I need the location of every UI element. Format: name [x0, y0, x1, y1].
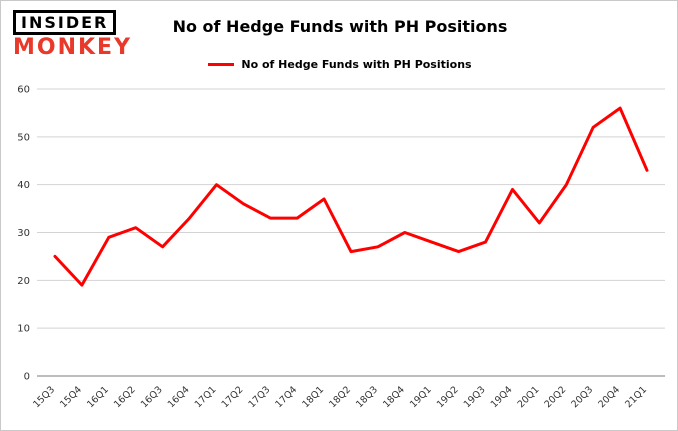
y-tick-label: 40 [17, 180, 30, 191]
x-tick-label: 16Q1 [85, 384, 111, 410]
legend-line-swatch [208, 63, 235, 66]
insider-monkey-logo: INSIDER MONKEY [13, 10, 132, 59]
y-tick-label: 50 [17, 132, 30, 143]
y-tick-label: 0 [24, 372, 30, 383]
x-tick-label: 19Q4 [489, 384, 515, 410]
x-tick-label: 19Q2 [435, 384, 461, 410]
x-tick-label: 19Q3 [462, 384, 488, 410]
x-tick-label: 18Q2 [327, 384, 353, 410]
x-tick-label: 20Q3 [569, 384, 595, 410]
x-tick-label: 20Q4 [596, 384, 622, 410]
x-tick-label: 20Q2 [542, 384, 568, 410]
x-tick-label: 19Q1 [408, 384, 434, 410]
x-tick-label: 18Q4 [381, 384, 407, 410]
x-tick-label: 17Q2 [220, 384, 246, 410]
x-tick-label: 17Q1 [193, 384, 219, 410]
x-tick-label: 18Q1 [300, 384, 326, 410]
x-tick-label: 21Q1 [623, 384, 649, 410]
x-tick-label: 20Q1 [516, 384, 542, 410]
x-tick-label: 15Q3 [31, 384, 57, 410]
series-line [53, 106, 649, 287]
x-tick-label: 17Q3 [246, 384, 272, 410]
logo-text-monkey: MONKEY [13, 35, 133, 60]
x-tick-label: 17Q4 [273, 384, 299, 410]
legend-label: No of Hedge Funds with PH Positions [241, 58, 472, 71]
y-tick-label: 10 [17, 324, 30, 335]
chart-title: No of Hedge Funds with PH Positions [172, 17, 508, 36]
x-tick-label: 18Q3 [354, 384, 380, 410]
y-tick-label: 60 [17, 85, 30, 96]
x-tick-label: 16Q2 [112, 384, 138, 410]
x-tick-label: 16Q4 [166, 384, 192, 410]
logo-text-insider: INSIDER [13, 10, 117, 35]
x-tick-label: 16Q3 [139, 384, 165, 410]
y-tick-label: 30 [17, 228, 30, 239]
y-tick-label: 20 [17, 276, 30, 287]
legend: No of Hedge Funds with PH Positions [1, 58, 677, 71]
x-tick-label: 15Q4 [58, 384, 84, 410]
